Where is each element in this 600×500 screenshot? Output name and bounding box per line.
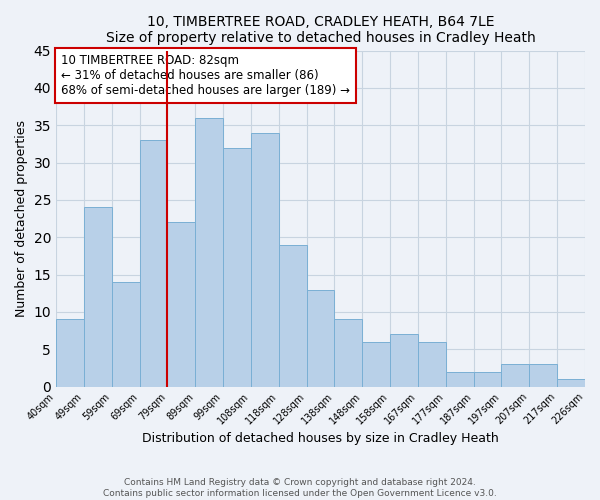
Title: 10, TIMBERTREE ROAD, CRADLEY HEATH, B64 7LE
Size of property relative to detache: 10, TIMBERTREE ROAD, CRADLEY HEATH, B64 …	[106, 15, 535, 45]
Bar	[279, 244, 307, 386]
Bar	[84, 208, 112, 386]
Bar	[390, 334, 418, 386]
Bar	[334, 320, 362, 386]
Bar	[446, 372, 473, 386]
Text: Contains HM Land Registry data © Crown copyright and database right 2024.
Contai: Contains HM Land Registry data © Crown c…	[103, 478, 497, 498]
Bar	[473, 372, 502, 386]
Bar	[529, 364, 557, 386]
Bar	[502, 364, 529, 386]
Bar	[418, 342, 446, 386]
Bar	[251, 132, 279, 386]
Bar	[307, 290, 334, 386]
Bar	[56, 320, 84, 386]
Text: 10 TIMBERTREE ROAD: 82sqm
← 31% of detached houses are smaller (86)
68% of semi-: 10 TIMBERTREE ROAD: 82sqm ← 31% of detac…	[61, 54, 350, 97]
Bar	[223, 148, 251, 386]
Bar	[362, 342, 390, 386]
Y-axis label: Number of detached properties: Number of detached properties	[15, 120, 28, 317]
Bar	[557, 379, 585, 386]
Bar	[112, 282, 140, 387]
Bar	[140, 140, 167, 386]
X-axis label: Distribution of detached houses by size in Cradley Heath: Distribution of detached houses by size …	[142, 432, 499, 445]
Bar	[195, 118, 223, 386]
Bar	[167, 222, 195, 386]
